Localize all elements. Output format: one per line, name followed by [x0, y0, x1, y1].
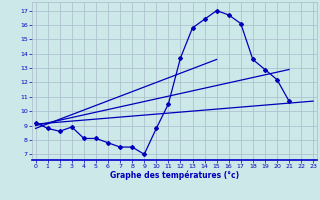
X-axis label: Graphe des températures (°c): Graphe des températures (°c)	[110, 171, 239, 180]
